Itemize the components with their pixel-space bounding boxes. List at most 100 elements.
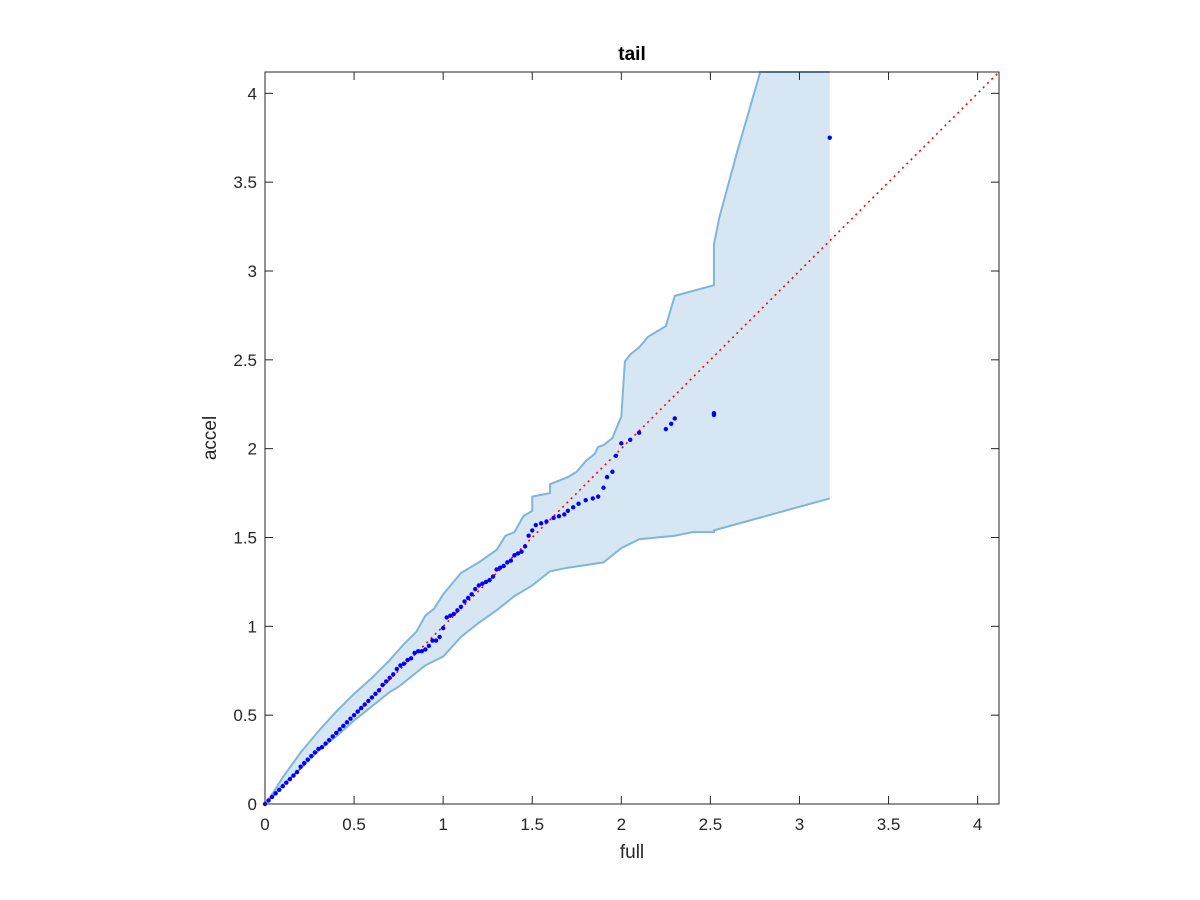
data-point <box>362 702 367 707</box>
data-point <box>583 497 588 503</box>
plot-title: tail <box>618 44 645 65</box>
x-tick-label: 2 <box>617 815 626 834</box>
data-point <box>398 663 403 668</box>
data-point <box>344 720 350 725</box>
data-points <box>262 135 832 807</box>
data-point <box>444 615 449 620</box>
data-point <box>266 798 271 803</box>
data-point <box>301 760 307 766</box>
data-point <box>376 688 382 693</box>
data-point <box>273 791 278 796</box>
data-point <box>337 727 343 732</box>
data-point <box>494 567 499 572</box>
data-point <box>348 716 353 721</box>
data-point <box>277 787 282 792</box>
data-point <box>341 723 346 729</box>
data-point <box>284 780 289 785</box>
x-tick-label: 1.5 <box>520 815 544 834</box>
x-tick-label: 3.5 <box>877 815 901 834</box>
data-point <box>544 519 549 524</box>
data-point <box>408 656 414 661</box>
data-point <box>512 553 517 558</box>
y-tick-label: 4 <box>248 84 257 103</box>
data-point <box>551 515 556 521</box>
data-point <box>571 505 576 510</box>
data-point <box>538 521 544 526</box>
data-point <box>501 563 506 569</box>
data-point <box>565 508 571 514</box>
data-point <box>487 577 492 583</box>
data-point <box>451 611 457 617</box>
data-point <box>316 746 321 752</box>
data-point <box>476 583 481 588</box>
data-point <box>355 709 360 714</box>
data-point <box>490 574 496 579</box>
data-point <box>423 647 428 652</box>
x-tick-label: 3 <box>795 815 804 834</box>
data-point <box>613 453 619 458</box>
data-point <box>505 560 510 565</box>
data-point <box>430 638 435 643</box>
data-point <box>380 682 385 688</box>
data-point <box>416 649 421 654</box>
x-tick-label: 2.5 <box>699 815 723 834</box>
y-tick-label: 1 <box>248 617 257 636</box>
data-point <box>294 769 300 775</box>
y-tick-label: 1.5 <box>233 528 257 547</box>
data-point <box>628 437 633 442</box>
data-point <box>269 794 275 800</box>
data-point <box>497 565 503 570</box>
data-point <box>312 750 318 755</box>
data-point <box>480 581 485 586</box>
data-point <box>601 485 606 490</box>
x-axis-label: full <box>620 842 644 863</box>
data-point <box>604 474 610 480</box>
band-fill <box>265 72 830 804</box>
data-point <box>562 512 567 517</box>
data-point <box>291 773 296 778</box>
data-point <box>383 679 389 684</box>
data-point <box>334 730 339 736</box>
data-point <box>287 776 293 782</box>
data-point <box>576 501 581 506</box>
data-point <box>469 592 474 597</box>
y-tick-label: 2 <box>248 440 257 459</box>
data-point <box>319 744 325 750</box>
data-point <box>448 613 453 618</box>
data-point <box>394 666 400 672</box>
y-axis-ticks: 0 0.5 1 1.5 2 2.5 3 3.5 4 <box>233 84 999 814</box>
y-tick-label: 3.5 <box>233 173 257 192</box>
data-point <box>533 522 538 528</box>
confidence-band <box>264 71 831 805</box>
data-point <box>412 650 417 656</box>
data-point <box>483 579 489 585</box>
x-tick-label: 0 <box>260 815 269 834</box>
data-point <box>323 741 328 746</box>
data-point <box>663 426 669 432</box>
data-point <box>330 734 335 739</box>
data-point <box>610 469 615 474</box>
data-point <box>595 494 601 499</box>
data-point <box>359 705 364 711</box>
data-point <box>298 764 303 769</box>
data-point <box>672 416 677 421</box>
axes-box <box>264 71 1000 805</box>
x-tick-label: 1 <box>438 815 447 834</box>
data-point <box>419 649 424 654</box>
data-point <box>530 528 535 533</box>
data-point <box>473 586 478 592</box>
data-point <box>668 421 674 426</box>
data-point <box>827 135 832 140</box>
data-point <box>619 441 624 446</box>
band-lower-edge <box>264 497 831 805</box>
data-point <box>426 643 432 649</box>
data-point <box>636 430 642 435</box>
data-point <box>433 638 439 643</box>
data-point <box>711 410 717 416</box>
data-point <box>373 691 378 697</box>
data-point <box>326 737 332 743</box>
data-point <box>305 757 310 762</box>
data-point <box>455 608 460 613</box>
data-point <box>590 496 596 501</box>
